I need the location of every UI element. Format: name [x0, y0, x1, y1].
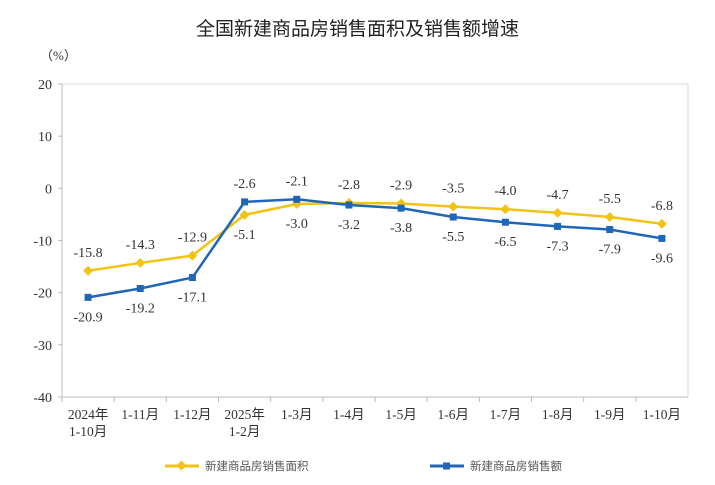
- data-label: -19.2: [126, 301, 155, 316]
- data-label: -2.6: [233, 177, 255, 192]
- data-label: -6.5: [494, 235, 516, 250]
- data-label: -2.9: [390, 178, 412, 193]
- legend-label-area: 新建商品房销售面积: [205, 459, 309, 473]
- x-tick-label: 1-7月: [490, 407, 522, 422]
- data-label: -4.7: [546, 188, 568, 203]
- data-point: [241, 198, 249, 206]
- data-point: [448, 201, 459, 212]
- data-point: [84, 293, 92, 301]
- legend-marker-area-icon: [165, 461, 199, 471]
- legend-item-area: 新建商品房销售面积: [165, 458, 309, 474]
- data-point: [136, 284, 144, 292]
- y-tick-label: -30: [33, 339, 52, 354]
- x-tick-label: 1-8月: [542, 407, 574, 422]
- data-point: [397, 204, 405, 212]
- legend-marker-sales-icon: [430, 462, 464, 470]
- x-tick-label: 1-11月: [121, 407, 159, 422]
- data-label: -5.1: [233, 228, 255, 243]
- data-point: [449, 213, 457, 221]
- chart-title: 全国新建商品房销售面积及销售额增速: [195, 18, 519, 40]
- y-tick-label: -20: [33, 287, 52, 302]
- data-point: [83, 265, 94, 276]
- x-tick-label: 1-3月: [281, 407, 313, 422]
- data-label: -14.3: [126, 238, 155, 253]
- data-label: -9.6: [651, 251, 673, 266]
- data-label: -2.8: [338, 178, 360, 193]
- data-label: -3.8: [390, 221, 412, 236]
- series-line-1: [87, 198, 663, 299]
- data-point: [501, 218, 509, 226]
- data-point: [658, 234, 666, 242]
- data-point: [135, 257, 146, 268]
- data-point: [187, 250, 198, 261]
- x-tick-label: 1-6月: [438, 407, 470, 422]
- x-tick-label: 2025年: [224, 407, 265, 422]
- data-point: [293, 195, 301, 203]
- legend-item-sales: 新建商品房销售额: [430, 458, 562, 474]
- data-point: [552, 207, 563, 218]
- data-label: -4.0: [494, 184, 516, 199]
- data-label: -5.5: [599, 192, 621, 207]
- data-label: -5.5: [442, 230, 464, 245]
- data-label: -7.3: [546, 239, 568, 254]
- legend-label-sales: 新建商品房销售额: [470, 459, 562, 473]
- y-tick-label: -10: [33, 235, 52, 250]
- data-label: -12.9: [178, 231, 207, 246]
- x-tick-label: 1-9月: [594, 407, 626, 422]
- data-point: [188, 274, 196, 282]
- x-tick-label: 1-12月: [173, 407, 211, 422]
- y-tick-label: 10: [38, 130, 52, 145]
- data-label: -20.9: [73, 310, 102, 325]
- x-tick-label: 1-5月: [385, 407, 417, 422]
- data-point: [606, 226, 614, 234]
- y-tick-label: 0: [45, 182, 52, 197]
- data-label: -6.8: [651, 199, 673, 214]
- data-point: [656, 218, 667, 229]
- data-label: -15.8: [73, 246, 102, 261]
- plot-area: [61, 83, 689, 398]
- y-axis-label: （%）: [40, 48, 77, 63]
- x-tick-label: 1-10月: [643, 407, 681, 422]
- x-tick-label: 1-10月: [69, 424, 107, 439]
- data-label: -3.0: [286, 217, 308, 232]
- x-tick-label: 1-2月: [229, 424, 261, 439]
- y-tick-label: 20: [38, 78, 52, 93]
- data-point: [345, 201, 353, 209]
- data-label: -2.1: [286, 174, 308, 189]
- data-label: -3.2: [338, 218, 360, 233]
- data-point: [500, 204, 511, 215]
- x-tick-label: 1-4月: [333, 407, 365, 422]
- x-tick-label: 2024年: [68, 407, 109, 422]
- series-line-0: [87, 201, 663, 272]
- data-label: -3.5: [442, 182, 464, 197]
- data-label: -7.9: [599, 243, 621, 258]
- data-point: [604, 212, 615, 222]
- data-point: [239, 209, 250, 220]
- data-point: [554, 222, 562, 230]
- data-label: -17.1: [178, 291, 207, 306]
- y-tick-label: -40: [33, 391, 52, 406]
